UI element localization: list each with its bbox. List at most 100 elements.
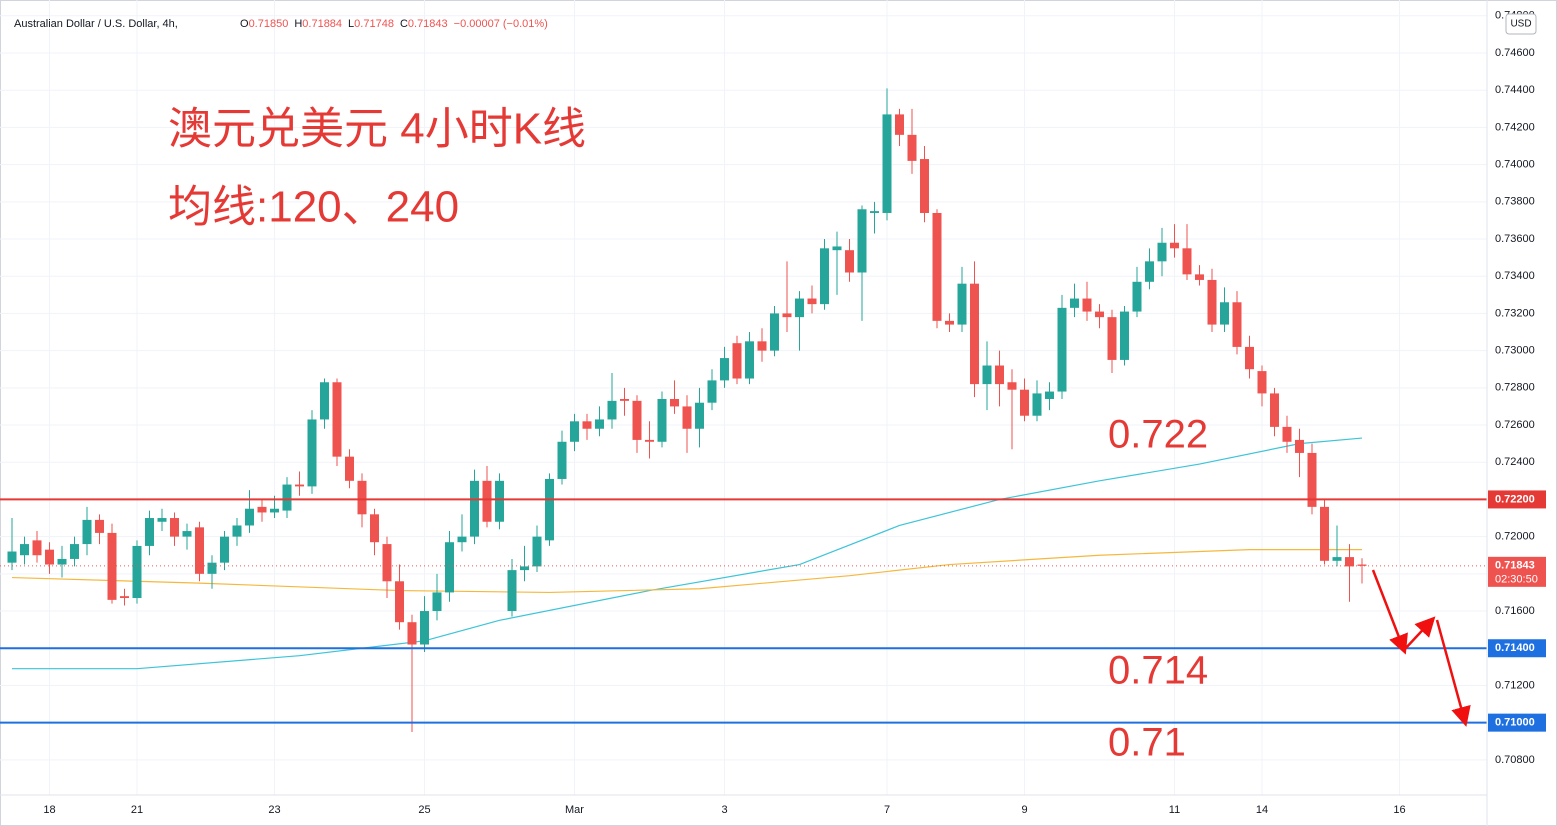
candle-body xyxy=(182,531,192,537)
candle-body xyxy=(757,341,767,351)
candle-body xyxy=(1145,261,1154,282)
annotation-level: 0.722 xyxy=(1108,413,1208,457)
candle-body xyxy=(932,212,942,321)
candle-body xyxy=(282,484,292,511)
candle-body xyxy=(1320,506,1329,561)
annotation-level: 0.71 xyxy=(1108,721,1186,765)
candle-body xyxy=(407,622,417,645)
candle-body xyxy=(1295,439,1304,453)
candle-body xyxy=(970,283,979,385)
candle-body xyxy=(995,365,1004,385)
candle-body xyxy=(307,419,317,487)
candle-body xyxy=(1007,382,1017,390)
candle-body xyxy=(270,508,279,513)
y-tick-label: 0.71200 xyxy=(1495,679,1535,691)
ohlc-value: 0.71884 xyxy=(302,18,342,30)
candle-body xyxy=(20,544,29,556)
candle-body xyxy=(1032,393,1042,416)
candle-body xyxy=(607,400,617,420)
candle-body xyxy=(320,382,329,420)
currency-badge[interactable] xyxy=(1505,13,1537,35)
candle-body xyxy=(1282,426,1292,442)
arrow xyxy=(1435,619,1471,727)
plot xyxy=(0,88,1487,732)
y-tick-label: 0.73800 xyxy=(1495,196,1535,208)
candle-body xyxy=(1107,317,1117,360)
candle-body xyxy=(1020,389,1029,416)
currency[interactable]: USD xyxy=(1510,19,1531,30)
candle-body xyxy=(470,480,479,537)
candle-body xyxy=(1245,346,1254,370)
candle-body xyxy=(382,544,392,582)
candle-body xyxy=(582,421,592,429)
x-tick-label: 3 xyxy=(721,804,727,816)
candle-body xyxy=(770,313,779,351)
candle-body xyxy=(482,480,492,522)
candle-body xyxy=(982,365,992,385)
y-tick-label: 0.70800 xyxy=(1495,754,1535,766)
candle-body xyxy=(107,532,117,600)
x-tick-label: 14 xyxy=(1256,804,1268,816)
candle-body xyxy=(657,398,667,442)
candle-body xyxy=(1170,242,1179,249)
x-tick-label: 11 xyxy=(1169,804,1180,816)
grid xyxy=(0,0,1487,795)
candle-body xyxy=(395,581,404,623)
candle-body xyxy=(95,519,104,533)
candle-body xyxy=(1345,557,1354,567)
candle-body xyxy=(907,134,917,161)
candle-body xyxy=(220,536,229,563)
candle-body xyxy=(1207,279,1217,325)
arrow xyxy=(1403,616,1436,651)
candle-body xyxy=(832,246,842,251)
candle-body xyxy=(370,514,379,543)
ohlc-value: 0.71850 xyxy=(249,18,289,30)
candle-body xyxy=(920,159,929,213)
ohlc-key: L xyxy=(348,18,354,30)
y-tick-label: 0.73000 xyxy=(1495,345,1535,357)
candle-body xyxy=(7,551,17,563)
arrow xyxy=(1371,569,1408,655)
candle-body xyxy=(895,114,904,135)
candle-body xyxy=(1120,311,1129,360)
x-tick-label: 23 xyxy=(268,804,280,816)
candle-body xyxy=(245,508,254,526)
ohlc-value: 0.71748 xyxy=(354,18,394,30)
candle-body xyxy=(45,549,54,565)
candle-body xyxy=(1045,391,1054,399)
candle-body xyxy=(682,406,692,429)
ohlc-key: H xyxy=(294,18,302,30)
candle-body xyxy=(1357,564,1367,566)
candle-body xyxy=(807,298,817,305)
y-tick-label: 0.72400 xyxy=(1495,456,1535,468)
candle-body xyxy=(1070,298,1079,308)
candle-body xyxy=(557,441,567,479)
candle-body xyxy=(207,562,217,574)
candle-body xyxy=(82,519,92,545)
x-tick-label: 9 xyxy=(1021,804,1027,816)
candle-body xyxy=(295,484,304,487)
candle-body xyxy=(32,540,42,556)
candle-body xyxy=(620,398,629,401)
candle-body xyxy=(720,358,729,381)
x-tick-label: 21 xyxy=(131,804,143,816)
candle-body xyxy=(495,480,504,522)
y-tick-label: 0.74400 xyxy=(1495,84,1535,96)
candle-body xyxy=(1082,298,1092,312)
candle-body xyxy=(870,211,879,213)
candle-body xyxy=(820,248,829,305)
ohlc-readout: O0.71850 H0.71884 L0.71748 C0.71843 −0.00007… xyxy=(240,18,548,30)
candle-body xyxy=(345,456,354,481)
candle-body xyxy=(1132,281,1142,312)
candle-body xyxy=(1182,248,1192,275)
candle-body xyxy=(57,558,67,565)
y-tick-label: 0.73200 xyxy=(1495,307,1535,319)
candle-body xyxy=(432,592,442,612)
candle-body xyxy=(795,298,804,318)
candle-body xyxy=(845,250,854,273)
axes: 0.70800 0.71000 0.71200 0.71400 0.71600 0.718… xyxy=(43,10,1546,816)
y-tick-label: 0.74200 xyxy=(1495,121,1535,133)
y-tick-label: 0.72000 xyxy=(1495,531,1535,543)
candle-body xyxy=(670,398,679,407)
